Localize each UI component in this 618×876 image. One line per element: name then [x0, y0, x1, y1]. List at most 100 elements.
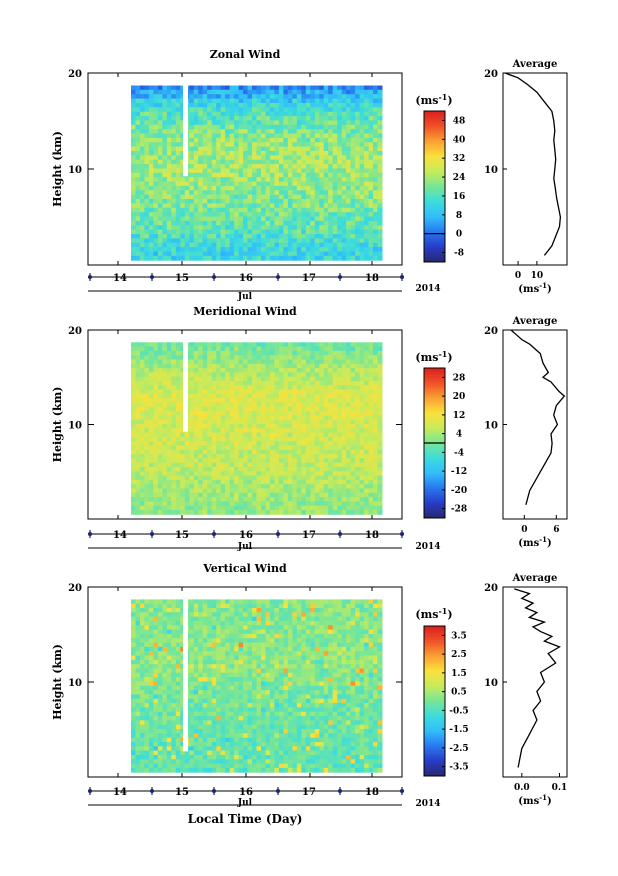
heatmap-cell: [153, 454, 159, 459]
heatmap-cell: [238, 475, 244, 481]
heatmap-cell: [314, 454, 320, 459]
heatmap-cell: [355, 203, 361, 209]
heatmap-cell: [274, 124, 280, 130]
heatmap-cell: [247, 164, 253, 169]
heatmap-cell: [319, 207, 325, 213]
heatmap-cell: [247, 411, 253, 416]
heatmap-cell: [319, 415, 325, 421]
heatmap-cell: [247, 608, 253, 613]
colorbar-swatch: [424, 141, 445, 145]
heatmap-cell: [238, 133, 244, 139]
heatmap-cell: [252, 225, 257, 231]
heatmap-cell: [234, 164, 240, 169]
heatmap-cell: [243, 603, 249, 609]
heatmap-cell: [292, 484, 298, 489]
heatmap-cell: [278, 89, 284, 95]
heatmap-cell: [193, 151, 199, 156]
heatmap-cell: [184, 510, 190, 515]
heatmap-cell: [319, 98, 325, 104]
heatmap-cell: [283, 363, 289, 369]
heatmap-cell: [229, 492, 235, 498]
heatmap-cell: [193, 229, 199, 235]
heatmap-cell: [144, 501, 150, 507]
heatmap-cell: [166, 129, 172, 135]
heatmap-cell: [220, 368, 226, 373]
heatmap-cell: [292, 432, 298, 438]
heatmap-cell: [234, 368, 240, 373]
heatmap-cell: [337, 172, 343, 178]
heatmap-cell: [323, 501, 329, 507]
heatmap-cell: [162, 376, 168, 382]
heatmap-cell: [355, 462, 361, 468]
heatmap-cell: [359, 120, 365, 126]
heatmap-cell: [314, 398, 320, 403]
heatmap-cell: [211, 462, 217, 468]
heatmap-cell: [269, 155, 275, 161]
heatmap-cell: [346, 432, 352, 438]
heatmap-cell: [319, 151, 325, 156]
heatmap-cell: [243, 411, 249, 416]
heatmap-cell: [319, 146, 325, 152]
heatmap-cell: [243, 220, 249, 226]
heatmap-cell: [283, 216, 289, 222]
heatmap-cell: [216, 436, 222, 442]
heatmap-cell: [364, 479, 370, 485]
heatmap-cell: [202, 441, 208, 446]
heatmap-cell: [310, 194, 316, 200]
heatmap-cell: [261, 432, 266, 438]
heatmap-cell: [346, 177, 352, 183]
heatmap-cell: [207, 151, 213, 156]
heatmap-cell: [144, 350, 150, 356]
heatmap-cell: [202, 151, 208, 156]
heatmap-cell: [346, 467, 352, 472]
heatmap-cell: [175, 599, 181, 605]
heatmap-cell: [180, 608, 186, 613]
heatmap-cell: [207, 107, 213, 113]
heatmap-cell: [247, 359, 253, 365]
heatmap-cell: [175, 203, 181, 209]
heatmap-cell: [359, 608, 365, 613]
heatmap-cell: [274, 501, 280, 507]
heatmap-cell: [328, 376, 334, 382]
heatmap-cell: [301, 251, 307, 257]
heatmap-cell: [216, 242, 222, 248]
heatmap-cell: [265, 146, 271, 152]
heatmap-cell: [310, 458, 316, 464]
heatmap-cell: [225, 492, 231, 498]
heatmap-cell: [265, 234, 271, 239]
heatmap-cell: [148, 441, 154, 446]
heatmap-cell: [261, 454, 266, 459]
heatmap-cell: [180, 385, 186, 391]
heatmap-cell: [166, 497, 172, 502]
heatmap-cell: [261, 424, 266, 429]
heatmap-cell: [332, 376, 338, 382]
heatmap-cell: [296, 381, 302, 386]
heatmap-cell: [148, 251, 154, 257]
heatmap-cell: [283, 372, 289, 378]
heatmap-cell: [301, 432, 307, 438]
heatmap-cell: [252, 393, 257, 399]
colorbar-swatch: [424, 148, 445, 152]
heatmap-cell: [328, 599, 334, 605]
heatmap-cell: [305, 355, 311, 360]
heatmap-cell: [274, 406, 280, 412]
heatmap-cell: [207, 505, 213, 511]
heatmap-cell: [175, 194, 181, 200]
heatmap-cell: [328, 164, 334, 169]
heatmap-cell: [243, 467, 249, 472]
heatmap-cell: [131, 220, 136, 226]
heatmap-cell: [157, 376, 163, 382]
heatmap-cell: [364, 146, 370, 152]
heatmap-cell: [144, 603, 150, 609]
heatmap-cell: [189, 381, 195, 386]
heatmap-cell: [193, 103, 199, 108]
heatmap-cell: [166, 510, 172, 515]
heatmap-cell: [198, 479, 204, 485]
heatmap-cell: [225, 85, 231, 91]
heatmap-cell: [359, 411, 365, 416]
heatmap-cell: [296, 350, 302, 356]
heatmap-cell: [265, 363, 271, 369]
heatmap-cell: [278, 146, 284, 152]
heatmap-cell: [301, 381, 307, 386]
heatmap-cell: [364, 603, 370, 609]
